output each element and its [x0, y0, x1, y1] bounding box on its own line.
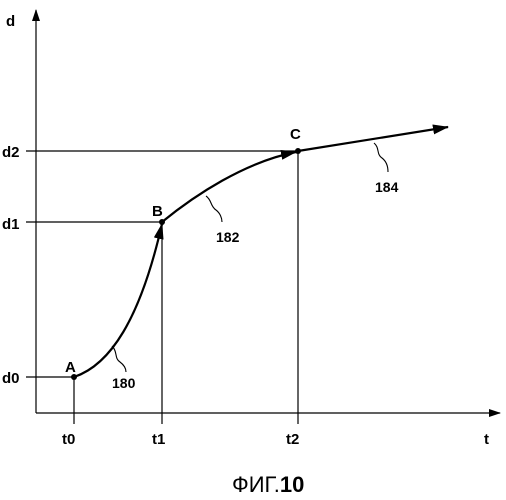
ref-184-leader: [374, 143, 388, 172]
curve-segment-c: [298, 127, 448, 151]
y-axis-label: d: [6, 13, 15, 30]
point-c: [295, 148, 301, 154]
point-b-label: B: [152, 203, 163, 220]
point-c-label: C: [290, 126, 301, 143]
caption-number: 10: [280, 472, 304, 497]
curve-segment-ab: [74, 224, 162, 377]
curve-segment-bc: [162, 152, 296, 222]
ref-182-label: 182: [216, 229, 240, 245]
x-tick-t2: t2: [286, 431, 299, 448]
ref-182-leader: [206, 196, 222, 222]
figure-caption: ФИГ.10: [232, 472, 304, 497]
x-axis-label: t: [484, 431, 489, 448]
ref-180-label: 180: [112, 375, 136, 391]
x-tick-t1: t1: [152, 431, 165, 448]
ref-180-leader: [112, 346, 126, 372]
y-tick-d1: d1: [2, 216, 20, 233]
ref-184-label: 184: [375, 179, 399, 195]
y-tick-d2: d2: [2, 144, 20, 161]
caption-prefix: ФИГ.: [232, 472, 280, 497]
point-a-label: A: [65, 359, 76, 376]
x-tick-t0: t0: [62, 431, 75, 448]
y-tick-d0: d0: [2, 370, 20, 387]
